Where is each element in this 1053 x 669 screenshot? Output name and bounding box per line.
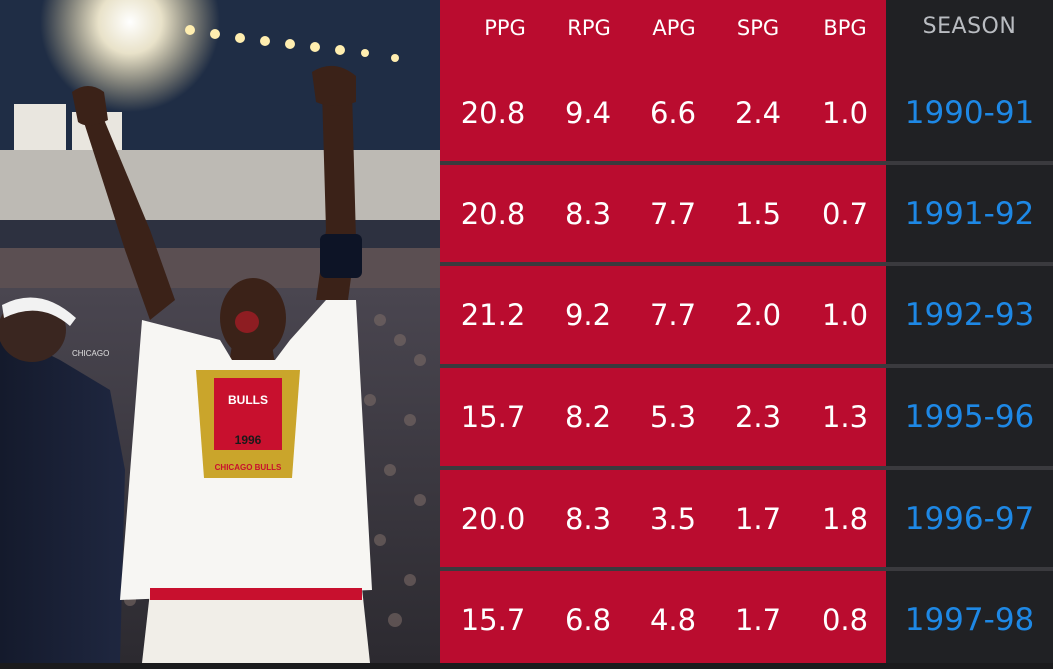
cell-bpg: 1.0: [821, 96, 869, 130]
player-left-fist: [72, 86, 108, 126]
header-ppg: PPG: [484, 16, 526, 40]
table-row: 15.7 8.2 5.3 2.3 1.3 1995-96: [440, 368, 1053, 466]
stats-table: PPG RPG APG SPG BPG SEASON 20.8 9.4 6.6 …: [440, 0, 1053, 663]
player-right-fist: [312, 65, 356, 106]
row-divider: [440, 364, 1053, 368]
player-waistband: [150, 588, 362, 600]
cell-bpg: 1.0: [821, 298, 869, 332]
table-row: 20.0 8.3 3.5 1.7 1.8 1996-97: [440, 470, 1053, 568]
cell-bpg: 0.7: [821, 197, 869, 231]
cell-ppg: 20.0: [460, 502, 526, 536]
table-row: 21.2 9.2 7.7 2.0 1.0 1992-93: [440, 266, 1053, 364]
cell-apg: 7.7: [649, 197, 697, 231]
header-rpg: RPG: [567, 16, 611, 40]
cell-spg: 2.3: [734, 400, 782, 434]
cell-season: 1991-92: [904, 196, 1035, 232]
season-panel-dark: [886, 0, 1053, 663]
shirt-text-mid: 1996: [235, 433, 262, 447]
stats-panel-red: [440, 0, 886, 663]
cell-spg: 2.0: [734, 298, 782, 332]
cell-apg: 5.3: [649, 400, 697, 434]
cell-apg: 6.6: [649, 96, 697, 130]
player-shorts: [142, 588, 370, 663]
table-row: 15.7 6.8 4.8 1.7 0.8 1997-98: [440, 571, 1053, 669]
shirt-graphic-jersey: [214, 378, 282, 450]
player-left-arm: [80, 110, 175, 320]
cell-rpg: 8.3: [564, 197, 612, 231]
cell-season: 1992-93: [904, 297, 1035, 333]
arena-light-strip: [185, 25, 399, 62]
cell-apg: 7.7: [649, 298, 697, 332]
header-apg: APG: [652, 16, 696, 40]
cell-ppg: 15.7: [460, 603, 526, 637]
cell-season: 1995-96: [904, 399, 1035, 435]
shirt-text-top: BULLS: [228, 393, 268, 407]
cell-spg: 1.5: [734, 197, 782, 231]
arena-spotlight: [40, 0, 220, 112]
player-wristband: [320, 234, 362, 278]
cell-season: 1997-98: [904, 602, 1035, 638]
player-celebration-photo: CHICAGO BULLS 1996 CHICAGO BULLS: [0, 0, 440, 663]
person-in-suit-head: [0, 298, 66, 362]
row-divider: [440, 567, 1053, 571]
championship-banner: [14, 104, 66, 154]
cell-spg: 1.7: [734, 603, 782, 637]
row-divider: [440, 161, 1053, 165]
arena-sign: CHICAGO: [72, 349, 109, 358]
cell-apg: 3.5: [649, 502, 697, 536]
person-in-suit-cap: [2, 297, 76, 326]
shirt-text-bottom: CHICAGO BULLS: [215, 463, 282, 472]
cell-bpg: 0.8: [821, 603, 869, 637]
cell-bpg: 1.8: [821, 502, 869, 536]
person-in-suit: [0, 330, 125, 663]
cell-apg: 4.8: [649, 603, 697, 637]
header-bpg: BPG: [823, 16, 867, 40]
cell-rpg: 8.2: [564, 400, 612, 434]
table-header: PPG RPG APG SPG BPG SEASON: [440, 0, 1053, 58]
cell-rpg: 8.3: [564, 502, 612, 536]
upper-deck: [0, 150, 440, 220]
cell-ppg: 15.7: [460, 400, 526, 434]
table-row: 20.8 8.3 7.7 1.5 0.7 1991-92: [440, 165, 1053, 263]
row-divider: [440, 262, 1053, 266]
cell-rpg: 9.2: [564, 298, 612, 332]
row-divider: [440, 466, 1053, 470]
cell-ppg: 21.2: [460, 298, 526, 332]
header-season: SEASON: [922, 14, 1017, 39]
cell-ppg: 20.8: [460, 96, 526, 130]
cell-rpg: 6.8: [564, 603, 612, 637]
cell-season: 1996-97: [904, 501, 1035, 537]
table-row: 20.8 9.4 6.6 2.4 1.0 1990-91: [440, 64, 1053, 162]
cell-bpg: 1.3: [821, 400, 869, 434]
upper-deck-shadow: [0, 220, 440, 248]
header-spg: SPG: [736, 16, 780, 40]
cell-spg: 1.7: [734, 502, 782, 536]
cell-ppg: 20.8: [460, 197, 526, 231]
cell-spg: 2.4: [734, 96, 782, 130]
crowd-upper: [0, 248, 440, 288]
cell-season: 1990-91: [904, 95, 1035, 131]
cell-rpg: 9.4: [564, 96, 612, 130]
player-mouth: [235, 311, 259, 333]
